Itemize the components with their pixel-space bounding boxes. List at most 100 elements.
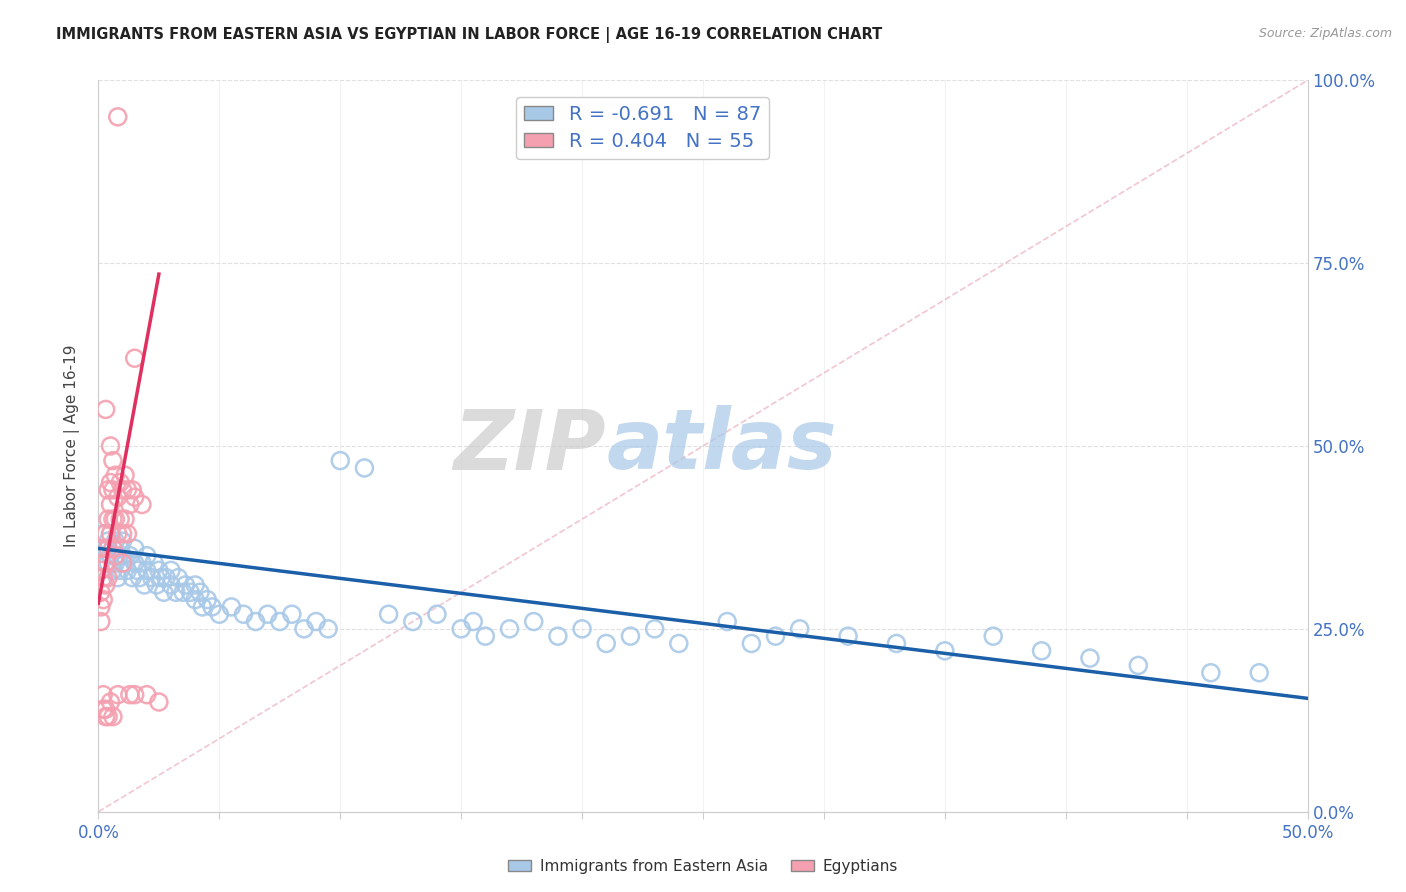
Point [97, 709, 120, 723]
Point [134, 578, 156, 592]
Point [118, 549, 141, 563]
Point [97, 483, 120, 497]
Point [114, 512, 136, 526]
Point [934, 644, 956, 658]
Point [124, 688, 146, 702]
Point [208, 607, 231, 622]
Text: Source: ZipAtlas.com: Source: ZipAtlas.com [1258, 27, 1392, 40]
Point [104, 556, 127, 570]
Point [292, 622, 315, 636]
Point [155, 571, 177, 585]
Point [101, 453, 124, 467]
Point [377, 607, 399, 622]
Point [121, 571, 143, 585]
Point [104, 549, 127, 563]
Point [107, 688, 129, 702]
Point [188, 585, 211, 599]
Point [668, 636, 690, 650]
Point [124, 556, 146, 570]
Point [353, 461, 375, 475]
Point [981, 629, 1004, 643]
Legend: Immigrants from Eastern Asia, Egyptians: Immigrants from Eastern Asia, Egyptians [502, 853, 904, 880]
Point [837, 629, 859, 643]
Point [91, 688, 114, 702]
Point [121, 483, 143, 497]
Point [463, 615, 485, 629]
Point [91, 526, 114, 541]
Point [135, 688, 157, 702]
Point [108, 475, 131, 490]
Point [127, 563, 149, 577]
Point [91, 592, 114, 607]
Point [111, 483, 134, 497]
Point [114, 468, 136, 483]
Point [789, 622, 811, 636]
Point [595, 636, 617, 650]
Point [316, 622, 339, 636]
Point [97, 571, 120, 585]
Point [498, 622, 520, 636]
Point [90, 585, 112, 599]
Point [179, 585, 201, 599]
Text: ZIP: ZIP [454, 406, 606, 486]
Point [1199, 665, 1222, 680]
Point [886, 636, 908, 650]
Point [91, 571, 114, 585]
Point [426, 607, 449, 622]
Point [94, 556, 117, 570]
Point [201, 599, 224, 614]
Point [547, 629, 569, 643]
Point [195, 592, 218, 607]
Point [124, 490, 146, 504]
Text: IMMIGRANTS FROM EASTERN ASIA VS EGYPTIAN IN LABOR FORCE | AGE 16-19 CORRELATION : IMMIGRANTS FROM EASTERN ASIA VS EGYPTIAN… [56, 27, 883, 43]
Point [135, 563, 157, 577]
Point [117, 483, 139, 497]
Point [100, 498, 122, 512]
Point [256, 607, 278, 622]
Legend: R = -0.691   N = 87, R = 0.404   N = 55: R = -0.691 N = 87, R = 0.404 N = 55 [516, 97, 769, 159]
Point [143, 556, 166, 570]
Point [100, 526, 122, 541]
Point [160, 563, 183, 577]
Point [101, 563, 124, 577]
Point [108, 541, 131, 556]
Point [150, 571, 173, 585]
Point [145, 578, 167, 592]
Point [104, 534, 127, 549]
Point [101, 483, 124, 497]
Point [450, 622, 472, 636]
Point [118, 498, 141, 512]
Point [148, 695, 170, 709]
Point [141, 571, 163, 585]
Point [100, 526, 122, 541]
Point [91, 702, 114, 716]
Point [619, 629, 641, 643]
Point [108, 512, 131, 526]
Point [97, 512, 120, 526]
Point [100, 549, 122, 563]
Point [94, 526, 117, 541]
Point [108, 563, 131, 577]
Point [329, 453, 352, 467]
Point [221, 599, 243, 614]
Point [94, 402, 117, 417]
Point [184, 592, 207, 607]
Point [100, 475, 122, 490]
Point [245, 615, 267, 629]
Point [111, 526, 134, 541]
Point [107, 571, 129, 585]
Point [172, 585, 194, 599]
Point [107, 526, 129, 541]
Point [152, 585, 174, 599]
Point [97, 534, 120, 549]
Point [107, 549, 129, 563]
Point [124, 541, 146, 556]
Point [523, 615, 546, 629]
Point [269, 615, 291, 629]
Point [160, 578, 183, 592]
Point [117, 563, 139, 577]
Point [114, 556, 136, 570]
Point [97, 541, 120, 556]
Point [111, 556, 134, 570]
Point [135, 549, 157, 563]
